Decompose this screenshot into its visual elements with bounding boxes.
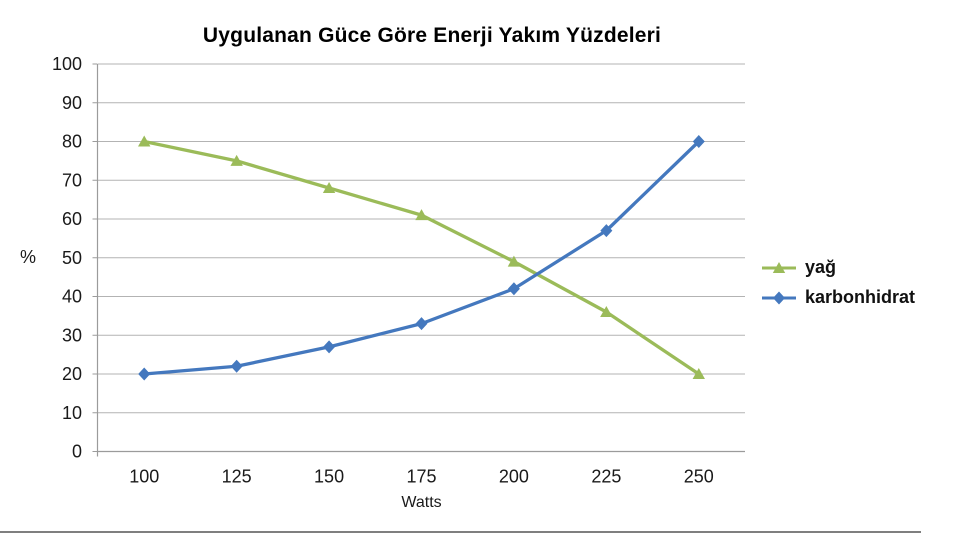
x-tick-label: 100 xyxy=(129,467,159,487)
data-marker-karbonhidrat xyxy=(692,135,705,148)
y-tick-label: 50 xyxy=(62,248,82,268)
data-marker-yağ xyxy=(600,306,613,317)
x-tick-label: 125 xyxy=(222,467,252,487)
data-marker-yağ xyxy=(692,368,705,379)
legend-label-karbonhidrat: karbonhidrat xyxy=(805,287,916,307)
data-marker-yağ xyxy=(507,255,521,267)
y-tick-label: 40 xyxy=(62,287,82,307)
legend-marker-shape-karbonhidrat xyxy=(773,291,785,304)
data-marker-yağ xyxy=(415,209,428,221)
data-marker-karbonhidrat xyxy=(600,224,613,238)
y-tick-label: 10 xyxy=(62,403,82,423)
x-tick-label: 250 xyxy=(684,467,714,487)
x-tick-label: 150 xyxy=(314,467,344,487)
legend-entry-yag: yağ xyxy=(762,257,915,278)
triangle-marker-icon xyxy=(762,261,796,273)
y-tick-label: 30 xyxy=(62,325,82,345)
x-tick-label: 175 xyxy=(406,467,436,487)
legend: yağ karbonhidrat xyxy=(762,257,915,308)
data-marker-yağ xyxy=(230,154,243,166)
data-marker-karbonhidrat xyxy=(323,340,336,354)
data-marker-karbonhidrat xyxy=(138,367,151,381)
y-tick-label: 0 xyxy=(72,442,82,462)
y-tick-label: 90 xyxy=(62,93,82,113)
data-marker-karbonhidrat xyxy=(507,282,520,296)
y-tick-label: 60 xyxy=(62,209,82,229)
bottom-separator xyxy=(0,531,921,533)
diamond-marker-icon xyxy=(762,291,796,304)
y-tick-label: 20 xyxy=(62,364,82,384)
data-marker-karbonhidrat xyxy=(415,317,428,331)
data-marker-yağ xyxy=(322,182,336,193)
chart-title: Uygulanan Güce Göre Enerji Yakım Yüzdele… xyxy=(202,24,662,47)
data-marker-karbonhidrat xyxy=(230,359,243,373)
data-marker-yağ xyxy=(138,135,151,147)
x-tick-label: 225 xyxy=(591,467,621,487)
x-tick-label: 200 xyxy=(499,467,529,487)
y-tick-label: 70 xyxy=(62,170,82,190)
legend-label-yag: yağ xyxy=(805,257,837,277)
y-tick-label: 100 xyxy=(52,54,82,74)
legend-marker-shape-yağ xyxy=(772,261,786,273)
legend-entry-karbonhidrat: karbonhidrat xyxy=(762,287,915,308)
x-axis-label: Watts xyxy=(401,494,442,511)
y-tick-label: 80 xyxy=(62,132,82,152)
y-axis-label: % xyxy=(20,247,37,267)
